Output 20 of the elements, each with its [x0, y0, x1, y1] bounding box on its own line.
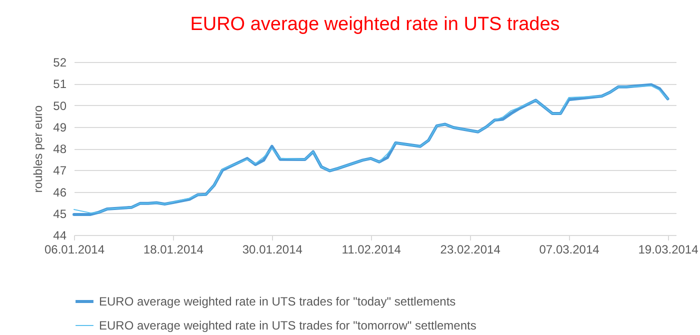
x-tick-label: 06.01.2014 — [44, 242, 105, 256]
x-tick-label: 19.03.2014 — [638, 242, 699, 256]
y-tick-label: 48 — [53, 142, 67, 156]
x-tick-label: 23.02.2014 — [440, 242, 501, 256]
y-tick-label: 44 — [53, 228, 67, 242]
y-tick-label: 46 — [53, 185, 67, 200]
x-tick-label: 18.01.2014 — [143, 242, 204, 256]
legend-label: EURO average weighted rate in UTS trades for "today" settlements — [99, 294, 456, 308]
x-tick-label: 11.02.2014 — [342, 242, 402, 256]
y-axis-title: roubles per euro — [31, 104, 46, 193]
x-tick-label: 30.01.2014 — [242, 242, 303, 256]
y-tick-label: 51 — [53, 77, 67, 92]
y-tick-label: 52 — [53, 56, 67, 70]
x-tick-label: 07.03.2014 — [539, 242, 600, 256]
legend-label: EURO average weighted rate in UTS trades for "tomorrow" settlements — [99, 318, 476, 332]
y-tick-label: 45 — [53, 206, 67, 221]
y-tick-label: 49 — [53, 120, 67, 134]
y-tick-label: 47 — [53, 164, 67, 178]
chart-title: EURO average weighted rate in UTS trades — [190, 14, 560, 35]
y-tick-label: 50 — [53, 98, 67, 113]
